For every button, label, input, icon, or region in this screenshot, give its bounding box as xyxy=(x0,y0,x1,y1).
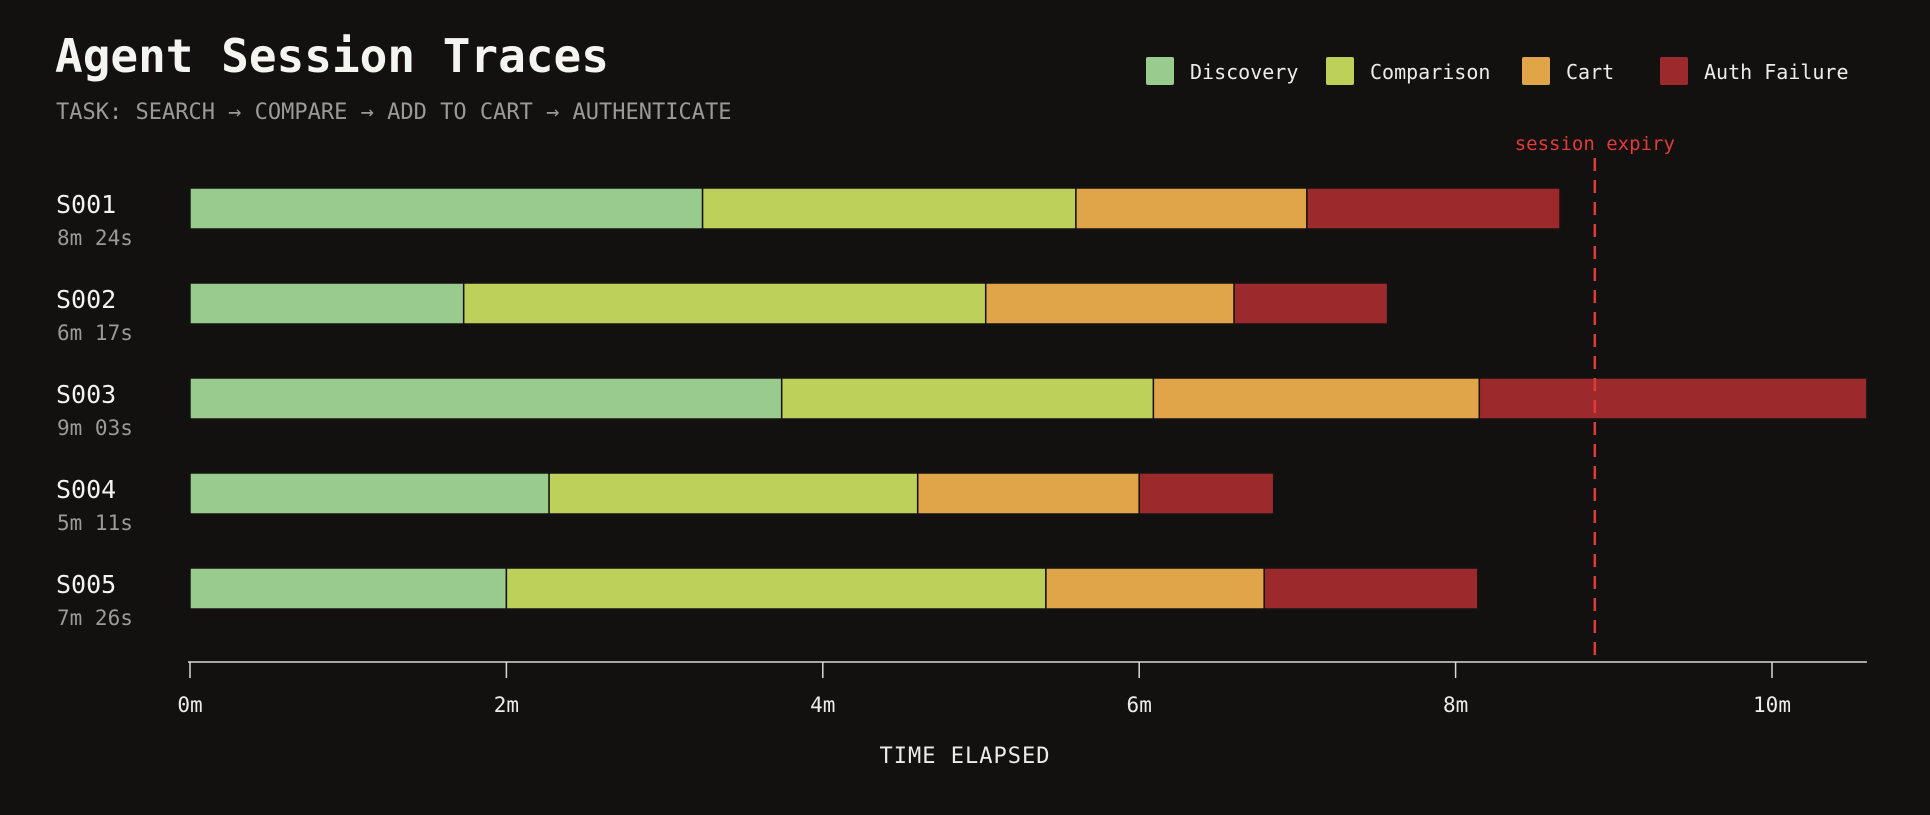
x-tick-label: 0m xyxy=(177,693,202,717)
bar-s005-auth-failure xyxy=(1263,567,1479,610)
bar-s002-discovery xyxy=(189,282,465,325)
session-expiry-label: session expiry xyxy=(1515,133,1675,155)
bar-s001-discovery xyxy=(189,187,704,230)
legend-swatch-auth-failure xyxy=(1660,57,1688,85)
bar-s005-discovery xyxy=(189,567,508,610)
bar-s004-auth-failure xyxy=(1138,472,1275,515)
bar-s002-comparison xyxy=(462,282,987,325)
x-tick-label: 10m xyxy=(1753,693,1791,717)
session-duration-label: 6m 17s xyxy=(57,321,133,345)
legend-swatch-cart xyxy=(1522,57,1550,85)
x-axis-ticks: 0m 2m 4m 6m 8m 10m xyxy=(177,662,1791,717)
bar-s003-comparison xyxy=(780,377,1155,420)
chart-subtitle: TASK: SEARCH → COMPARE → ADD TO CART → A… xyxy=(56,100,732,125)
x-tick-label: 2m xyxy=(494,693,519,717)
x-axis-title: TIME ELAPSED xyxy=(880,744,1051,769)
x-tick-label: 6m xyxy=(1127,693,1152,717)
bar-s005-cart xyxy=(1045,567,1265,610)
session-id-label: S004 xyxy=(56,475,116,504)
session-duration-label: 9m 03s xyxy=(57,416,133,440)
session-id-label: S003 xyxy=(56,380,116,409)
bars-group xyxy=(189,187,1868,610)
bar-s001-comparison xyxy=(701,187,1077,230)
legend-swatch-discovery xyxy=(1146,57,1174,85)
session-labels: S001 8m 24s S002 6m 17s S003 9m 03s S004 5m 11s… xyxy=(56,190,133,630)
session-id-label: S005 xyxy=(56,570,116,599)
session-expiry-annotation: session expiry xyxy=(1515,133,1675,662)
bar-s004-discovery xyxy=(189,472,550,515)
bar-s003-auth-failure xyxy=(1478,377,1868,420)
bar-s003-cart xyxy=(1152,377,1481,420)
session-duration-label: 8m 24s xyxy=(57,226,133,250)
session-duration-label: 7m 26s xyxy=(57,606,133,630)
bar-s001-cart xyxy=(1075,187,1308,230)
legend-label-auth-failure: Auth Failure xyxy=(1704,60,1849,84)
bar-s004-cart xyxy=(916,472,1140,515)
bar-s002-auth-failure xyxy=(1233,282,1389,325)
legend-label-comparison: Comparison xyxy=(1370,60,1490,84)
chart-title: Agent Session Traces xyxy=(55,29,609,83)
session-id-label: S001 xyxy=(56,190,116,219)
x-tick-label: 4m xyxy=(810,693,835,717)
session-duration-label: 5m 11s xyxy=(57,511,133,535)
bar-s001-auth-failure xyxy=(1306,187,1561,230)
x-tick-label: 8m xyxy=(1443,693,1468,717)
legend-swatch-comparison xyxy=(1326,57,1354,85)
legend-label-cart: Cart xyxy=(1566,60,1614,84)
legend-label-discovery: Discovery xyxy=(1190,60,1298,84)
bar-s002-cart xyxy=(984,282,1235,325)
legend: Discovery Comparison Cart Auth Failure xyxy=(1146,57,1849,85)
bar-s005-comparison xyxy=(505,567,1047,610)
session-id-label: S002 xyxy=(56,285,116,314)
bar-s003-discovery xyxy=(189,377,783,420)
bar-s004-comparison xyxy=(548,472,919,515)
